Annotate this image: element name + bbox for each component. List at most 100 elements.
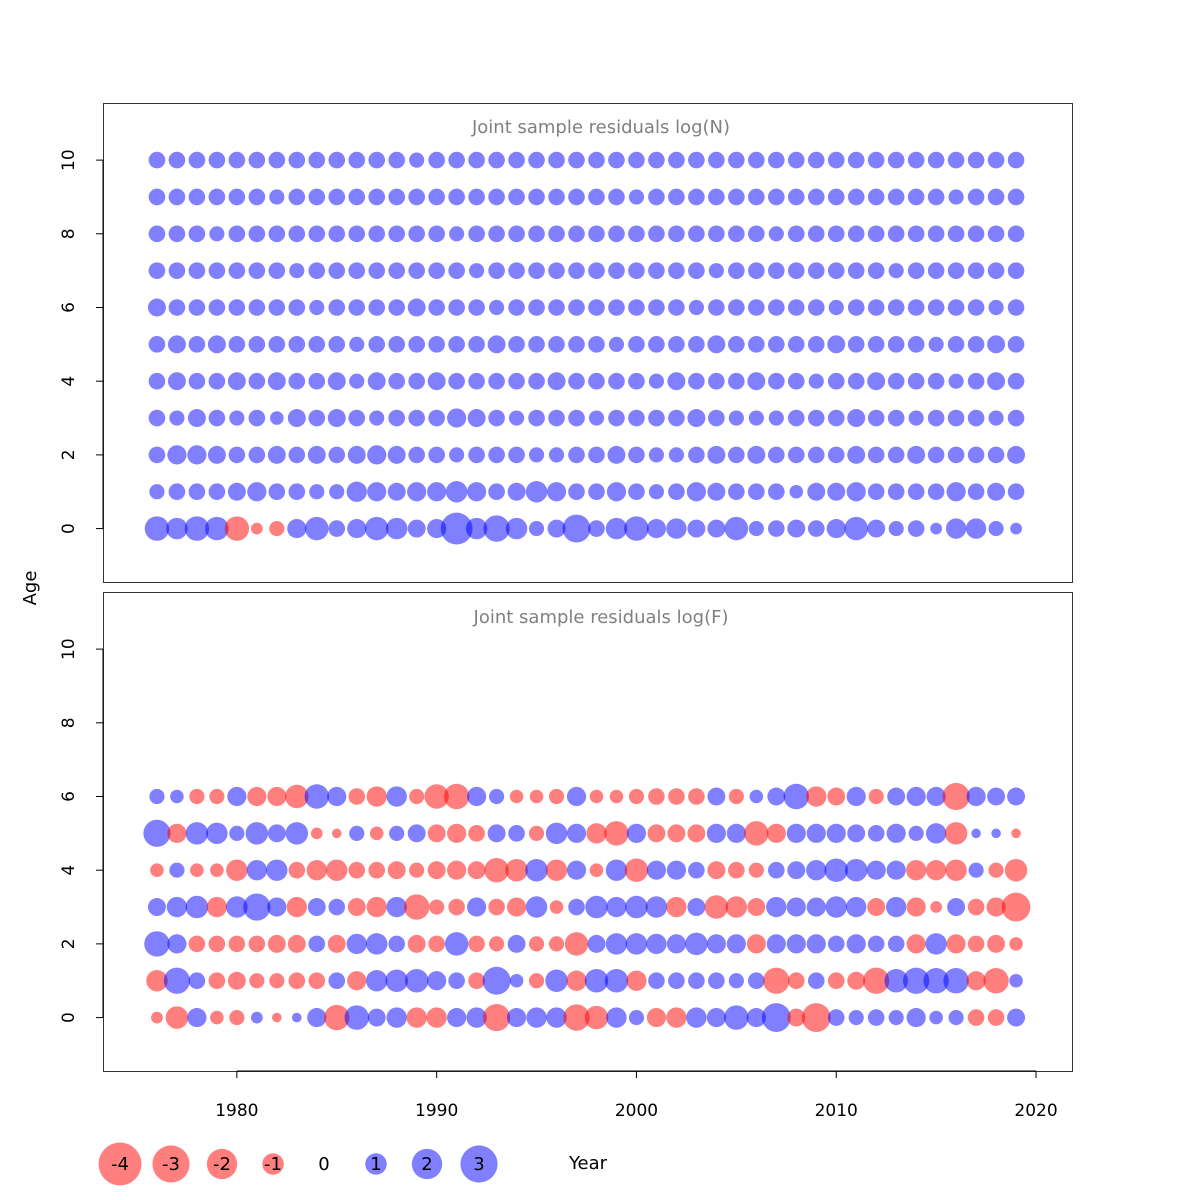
- residual-bubble: [827, 188, 845, 206]
- residual-bubble: [588, 446, 605, 464]
- residual-bubble: [1007, 409, 1025, 427]
- residual-bubble: [584, 1005, 609, 1030]
- residual-bubble: [827, 151, 845, 169]
- residual-bubble: [546, 1007, 567, 1028]
- residual-bubble: [185, 895, 209, 919]
- residual-bubble: [827, 482, 846, 501]
- residual-bubble: [268, 151, 286, 169]
- residual-bubble: [948, 1009, 964, 1026]
- residual-bubble: [787, 188, 805, 206]
- residual-bubble: [285, 822, 309, 845]
- residual-bubble: [806, 823, 826, 843]
- residual-bubble: [987, 934, 1006, 953]
- residual-bubble: [288, 299, 306, 316]
- residual-bubble: [646, 860, 667, 880]
- residual-bubble: [787, 151, 805, 169]
- y-tick-label: 2: [59, 938, 79, 949]
- residual-bubble: [188, 372, 206, 390]
- residual-bubble: [466, 1007, 487, 1028]
- residual-bubble: [248, 299, 266, 316]
- residual-bubble: [248, 336, 266, 353]
- residual-bubble: [489, 788, 505, 805]
- residual-bubble: [1007, 262, 1025, 279]
- residual-bubble: [947, 409, 965, 427]
- residual-bubble: [787, 861, 806, 880]
- residual-bubble: [867, 372, 886, 391]
- residual-bubble: [248, 188, 266, 206]
- residual-bubble: [668, 409, 685, 427]
- residual-bubble: [768, 188, 785, 206]
- residual-bubble: [588, 520, 605, 537]
- residual-bubble: [444, 932, 469, 956]
- residual-bubble: [707, 861, 726, 880]
- residual-bubble: [908, 410, 924, 426]
- residual-bubble: [604, 968, 629, 993]
- residual-bubble: [768, 446, 785, 464]
- residual-bubble: [188, 483, 206, 501]
- residual-bubble: [847, 225, 865, 243]
- residual-bubble: [448, 151, 465, 169]
- residual-bubble: [547, 372, 566, 391]
- residual-bubble: [748, 336, 765, 353]
- residual-bubble: [586, 823, 607, 844]
- residual-bubble: [548, 336, 565, 353]
- residual-bubble: [648, 972, 665, 990]
- residual-bubble: [868, 788, 884, 805]
- residual-bubble: [648, 373, 665, 389]
- residual-bubble: [706, 823, 726, 843]
- residual-bubble: [245, 822, 269, 845]
- residual-bubble: [505, 517, 528, 540]
- residual-bubble: [487, 335, 506, 354]
- residual-bubble: [863, 967, 890, 994]
- residual-bubble: [667, 824, 686, 843]
- residual-bubble: [987, 151, 1005, 169]
- residual-bubble: [347, 898, 366, 917]
- residual-bubble: [447, 408, 467, 428]
- residual-bubble: [806, 786, 827, 807]
- residual-bubble: [548, 225, 565, 243]
- residual-bubble: [847, 445, 866, 464]
- residual-bubble: [428, 299, 445, 316]
- residual-bubble: [349, 336, 365, 352]
- residual-bubble: [169, 862, 185, 878]
- residual-bubble: [328, 446, 346, 464]
- residual-bubble: [247, 482, 267, 502]
- residual-bubble: [228, 151, 246, 169]
- residual-bubble: [588, 225, 605, 243]
- residual-bubble: [149, 788, 165, 805]
- residual-bubble: [568, 151, 585, 169]
- residual-bubble: [728, 262, 745, 279]
- residual-bubble: [508, 825, 525, 842]
- residual-bubble: [507, 482, 526, 501]
- residual-bubble: [408, 188, 425, 206]
- residual-bubble: [488, 262, 505, 279]
- residual-bubble: [648, 447, 665, 463]
- residual-bubble: [824, 858, 848, 882]
- residual-bubble: [144, 931, 170, 957]
- residual-bubble: [907, 520, 925, 537]
- residual-bubble: [888, 1009, 904, 1026]
- residual-bubble: [428, 446, 445, 464]
- residual-bubble: [488, 483, 505, 501]
- residual-bubble: [267, 824, 286, 843]
- residual-bubble: [467, 786, 487, 807]
- residual-bubble: [648, 151, 665, 169]
- residual-bubble: [165, 1006, 189, 1029]
- residual-bubble: [987, 482, 1006, 501]
- residual-bubble: [545, 859, 568, 881]
- residual-bubble: [248, 262, 266, 279]
- residual-bubble: [807, 151, 825, 169]
- residual-bubble: [947, 299, 965, 316]
- residual-bubble: [568, 299, 585, 316]
- residual-bubble: [428, 262, 445, 279]
- residual-bubble: [668, 299, 685, 316]
- residual-bubble: [807, 446, 825, 464]
- residual-bubble: [807, 972, 825, 990]
- residual-bubble: [666, 896, 687, 918]
- residual-bubble: [606, 1007, 627, 1028]
- residual-bubble: [768, 861, 785, 879]
- residual-bubble: [968, 862, 984, 878]
- legend-bubble: [206, 1148, 238, 1180]
- residual-bubble: [307, 898, 326, 917]
- residual-bubble: [628, 225, 645, 243]
